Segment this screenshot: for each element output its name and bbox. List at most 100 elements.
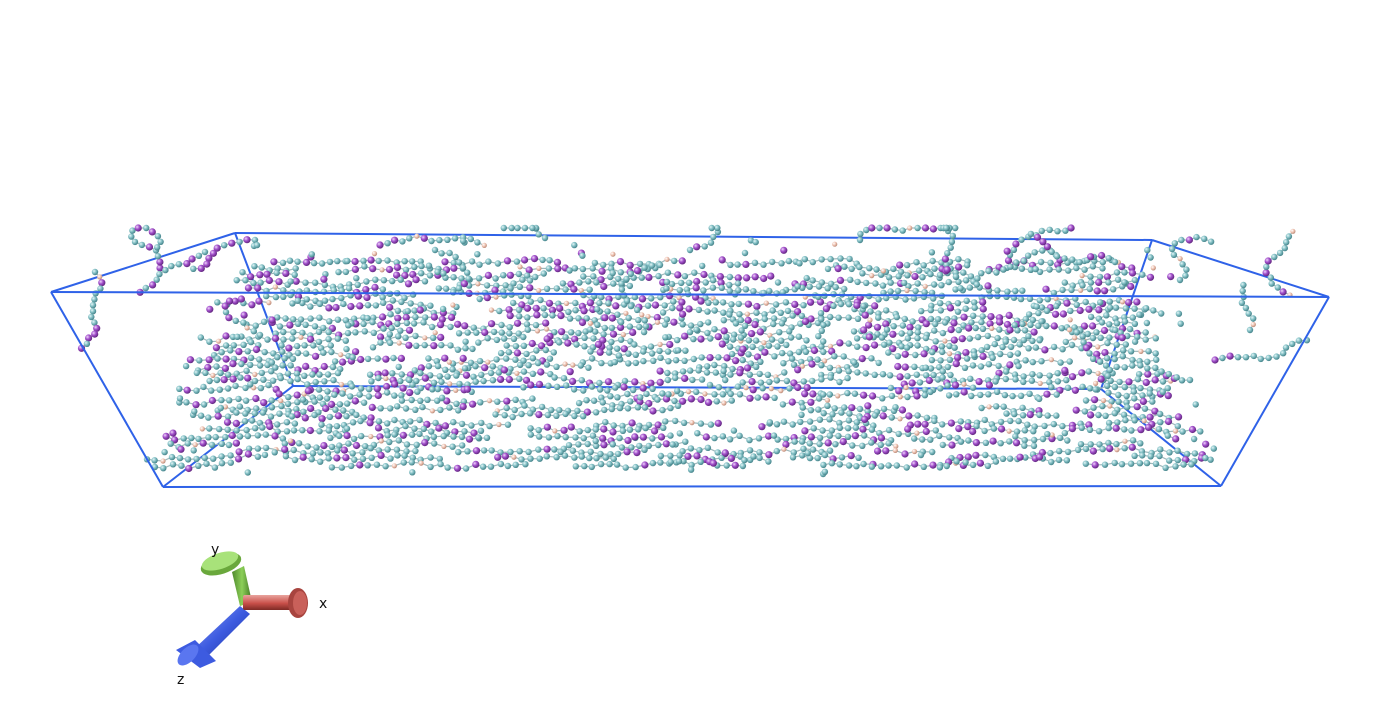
carbon-atom (562, 410, 569, 418)
carbon-atom (915, 324, 922, 331)
carbon-atom (660, 424, 667, 431)
oxygen-atom (877, 434, 886, 442)
carbon-atom (394, 307, 402, 314)
oxygen-atom (609, 330, 618, 338)
carbon-atom (981, 427, 988, 435)
carbon-atom (369, 318, 376, 326)
carbon-atom (233, 427, 240, 434)
carbon-atom (324, 450, 332, 457)
carbon-atom (952, 286, 959, 293)
carbon-atom (779, 349, 786, 357)
carbon-atom (193, 387, 200, 394)
carbon-atom (729, 350, 736, 358)
carbon-atom (890, 323, 897, 330)
carbon-atom (801, 256, 808, 263)
carbon-atom (939, 348, 946, 356)
carbon-atom (1029, 337, 1036, 345)
carbon-atom (771, 394, 778, 401)
carbon-atom (318, 421, 325, 428)
carbon-atom (450, 259, 457, 267)
oxygen-atom (513, 349, 522, 357)
oxygen-atom (1052, 310, 1060, 318)
carbon-atom (945, 278, 952, 286)
carbon-atom (1021, 427, 1029, 434)
carbon-atom (600, 331, 607, 338)
carbon-atom (816, 416, 824, 423)
carbon-atom (1121, 269, 1128, 276)
oxygen-atom (545, 299, 554, 307)
carbon-atom (787, 334, 795, 341)
oxygen-atom (292, 277, 300, 285)
carbon-atom (610, 455, 617, 463)
oxygen-atom (571, 335, 579, 343)
hydrogen-atom (1114, 447, 1120, 453)
carbon-atom (806, 283, 813, 290)
carbon-atom (268, 397, 275, 404)
carbon-atom (1068, 286, 1075, 294)
oxygen-atom (214, 412, 222, 420)
carbon-atom (243, 426, 250, 434)
carbon-atom (581, 334, 588, 341)
carbon-atom (641, 404, 649, 411)
carbon-atom (664, 376, 672, 384)
carbon-atom (636, 260, 644, 268)
carbon-atom (242, 277, 249, 284)
carbon-atom (302, 350, 310, 357)
oxygen-atom (494, 453, 502, 461)
carbon-atom (1097, 334, 1104, 341)
oxygen-atom (964, 453, 972, 461)
carbon-atom (205, 434, 212, 441)
carbon-atom (984, 332, 991, 340)
carbon-atom (1145, 348, 1152, 355)
carbon-atom (398, 371, 405, 378)
carbon-atom (687, 367, 694, 374)
carbon-atom (963, 297, 970, 304)
carbon-atom (1081, 266, 1088, 273)
carbon-atom (885, 440, 892, 447)
carbon-atom (1006, 438, 1013, 445)
carbon-atom (1157, 419, 1164, 426)
carbon-atom (829, 411, 836, 418)
carbon-atom (258, 369, 266, 377)
carbon-atom (672, 417, 679, 425)
oxygen-atom (421, 439, 429, 447)
carbon-atom (737, 316, 745, 324)
oxygen-atom (743, 364, 752, 372)
carbon-atom (778, 337, 785, 344)
carbon-atom (1096, 273, 1104, 281)
carbon-atom (486, 422, 493, 430)
carbon-atom (617, 336, 625, 343)
carbon-atom (961, 364, 969, 371)
carbon-atom (1038, 358, 1045, 365)
carbon-atom (450, 274, 457, 281)
carbon-atom (970, 312, 977, 319)
oxygen-atom (488, 320, 496, 328)
carbon-atom (1026, 295, 1034, 302)
oxygen-atom (765, 451, 773, 459)
carbon-atom (885, 426, 893, 434)
oxygen-atom (681, 374, 689, 382)
oxygen-atom (765, 432, 773, 440)
carbon-atom (963, 262, 971, 269)
carbon-atom (1128, 427, 1135, 434)
hydrogen-atom (744, 311, 751, 317)
carbon-atom (291, 456, 299, 464)
carbon-atom (313, 444, 320, 451)
carbon-atom (877, 441, 884, 449)
carbon-atom (523, 321, 531, 328)
oxygen-atom (1095, 306, 1103, 314)
oxygen-atom (851, 432, 860, 440)
carbon-atom (505, 349, 513, 356)
carbon-atom (923, 372, 930, 379)
oxygen-atom (1151, 407, 1159, 415)
carbon-atom (667, 432, 674, 439)
carbon-atom (730, 336, 737, 343)
carbon-atom (295, 440, 303, 447)
carbon-atom (1061, 429, 1069, 437)
carbon-atom (659, 309, 667, 316)
carbon-atom (999, 455, 1007, 462)
hydrogen-atom (1095, 344, 1101, 350)
carbon-atom (1021, 437, 1028, 444)
carbon-atom (302, 279, 309, 286)
